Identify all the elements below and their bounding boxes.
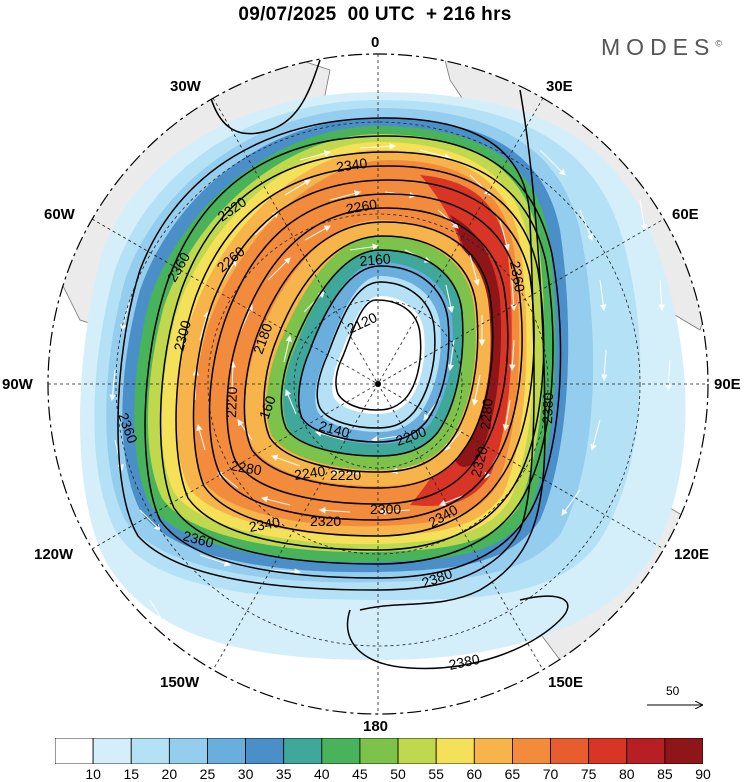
- lon-label-120e: 120E: [674, 546, 710, 563]
- contour-label: 2220: [330, 467, 361, 483]
- colorbar-tick-label: 60: [466, 766, 483, 782]
- colorbar-tick-label: 15: [123, 766, 140, 782]
- colorbar-swatch: [550, 738, 590, 764]
- lon-label-120w: 120W: [34, 546, 74, 563]
- lon-label-180: 180: [363, 718, 389, 735]
- colorbar-tick-label: 20: [161, 766, 178, 782]
- colorbar-swatch: [130, 738, 170, 764]
- colorbar-tick-label: 10: [85, 766, 101, 782]
- colorbar-tick-label: 65: [504, 766, 521, 782]
- colorbar-swatch: [283, 738, 323, 764]
- contour-2380: [359, 89, 546, 611]
- lon-label-60e: 60E: [672, 206, 699, 223]
- brand-logo: MODES©: [601, 34, 722, 60]
- contour-2380-south: [346, 595, 569, 670]
- contour-label: 2320: [467, 444, 491, 478]
- contour-label: 2140: [317, 417, 351, 441]
- colorbar-swatch: [168, 738, 208, 764]
- colorbar: [55, 738, 703, 764]
- contour-label: 2280: [229, 457, 263, 478]
- vector-scale-value: 50: [666, 684, 680, 698]
- colorbar-tick-label: 55: [428, 766, 444, 782]
- wind-vectors: [109, 143, 672, 652]
- contour-label: 2360: [181, 527, 215, 551]
- lon-label-30e: 30E: [546, 78, 573, 95]
- contour-2340: [144, 135, 562, 579]
- colorbar-swatch: [664, 738, 703, 764]
- colorbar-swatch: [207, 738, 246, 764]
- contour-2120: [335, 299, 422, 411]
- colorbar-tick-label: 25: [199, 766, 216, 782]
- contour-2320: [159, 151, 554, 565]
- contour-label: 2300: [370, 501, 401, 517]
- colorbar-swatch: [512, 738, 551, 764]
- colorbar-tick-label: 50: [390, 766, 406, 782]
- lon-label-60w: 60W: [44, 206, 75, 223]
- lon-label-150e: 150E: [548, 674, 584, 691]
- contour-2240: [226, 207, 509, 505]
- lon-label-90e: 90E: [714, 376, 741, 393]
- colorbar-tick-label: 85: [657, 766, 673, 782]
- lon-label-30w: 30W: [170, 78, 201, 95]
- colorbar-tick-label: 75: [580, 766, 597, 782]
- contour-2200: [263, 235, 479, 473]
- colorbar-swatch: [92, 738, 132, 764]
- contour-label: 2380: [539, 392, 556, 424]
- contour-2380-west: [209, 59, 321, 135]
- pole-marker: [375, 381, 381, 387]
- contour-label: 2380: [447, 651, 481, 673]
- colorbar-tick-label: 45: [352, 766, 368, 782]
- contour-2160: [297, 265, 450, 443]
- lon-label-150w: 150W: [160, 674, 200, 691]
- lon-label-0: 0: [371, 34, 380, 51]
- colorbar-tick-label: 70: [542, 766, 559, 782]
- colorbar-tick-label: 30: [237, 766, 254, 782]
- colorbar-tick-label: 80: [618, 766, 635, 782]
- colorbar-swatch: [321, 738, 361, 764]
- colorbar-swatch: [359, 738, 399, 764]
- colorbar-swatch: [626, 738, 666, 764]
- contour-label: 2300: [170, 318, 194, 352]
- contour-label: 2320: [310, 513, 341, 529]
- contour-label: 160: [256, 393, 279, 421]
- colorbar-swatch: [588, 738, 628, 764]
- colorbar-swatch: [397, 738, 437, 764]
- contour-label: 2280: [477, 398, 496, 431]
- colorbar-swatch: [435, 738, 475, 764]
- map-title: 09/07/2025 00 UTC + 216 hrs: [238, 4, 512, 25]
- contour-label: 2340: [335, 155, 368, 175]
- contour-label: 2240: [293, 463, 326, 483]
- colorbar-swatch: [55, 738, 94, 764]
- contour-label: 2220: [223, 386, 240, 418]
- contour-2300: [175, 165, 545, 551]
- colorbar-tick-label: 35: [275, 766, 292, 782]
- contour-2140: [316, 281, 436, 429]
- map-border: [47, 53, 709, 715]
- shade-90: [450, 215, 502, 467]
- contour-label: 2360: [507, 260, 528, 294]
- colorbar-swatch: [245, 738, 285, 764]
- contour-2360: [117, 117, 535, 591]
- colorbar-tick-label: 40: [314, 766, 330, 782]
- lon-label-90w: 90W: [2, 376, 33, 393]
- contour-label: 2160: [359, 250, 392, 269]
- colorbar-swatch: [473, 738, 513, 764]
- contour-label: 2340: [248, 514, 282, 535]
- contour-label: 2260: [345, 196, 379, 217]
- colorbar-tick-label: 90: [695, 766, 711, 782]
